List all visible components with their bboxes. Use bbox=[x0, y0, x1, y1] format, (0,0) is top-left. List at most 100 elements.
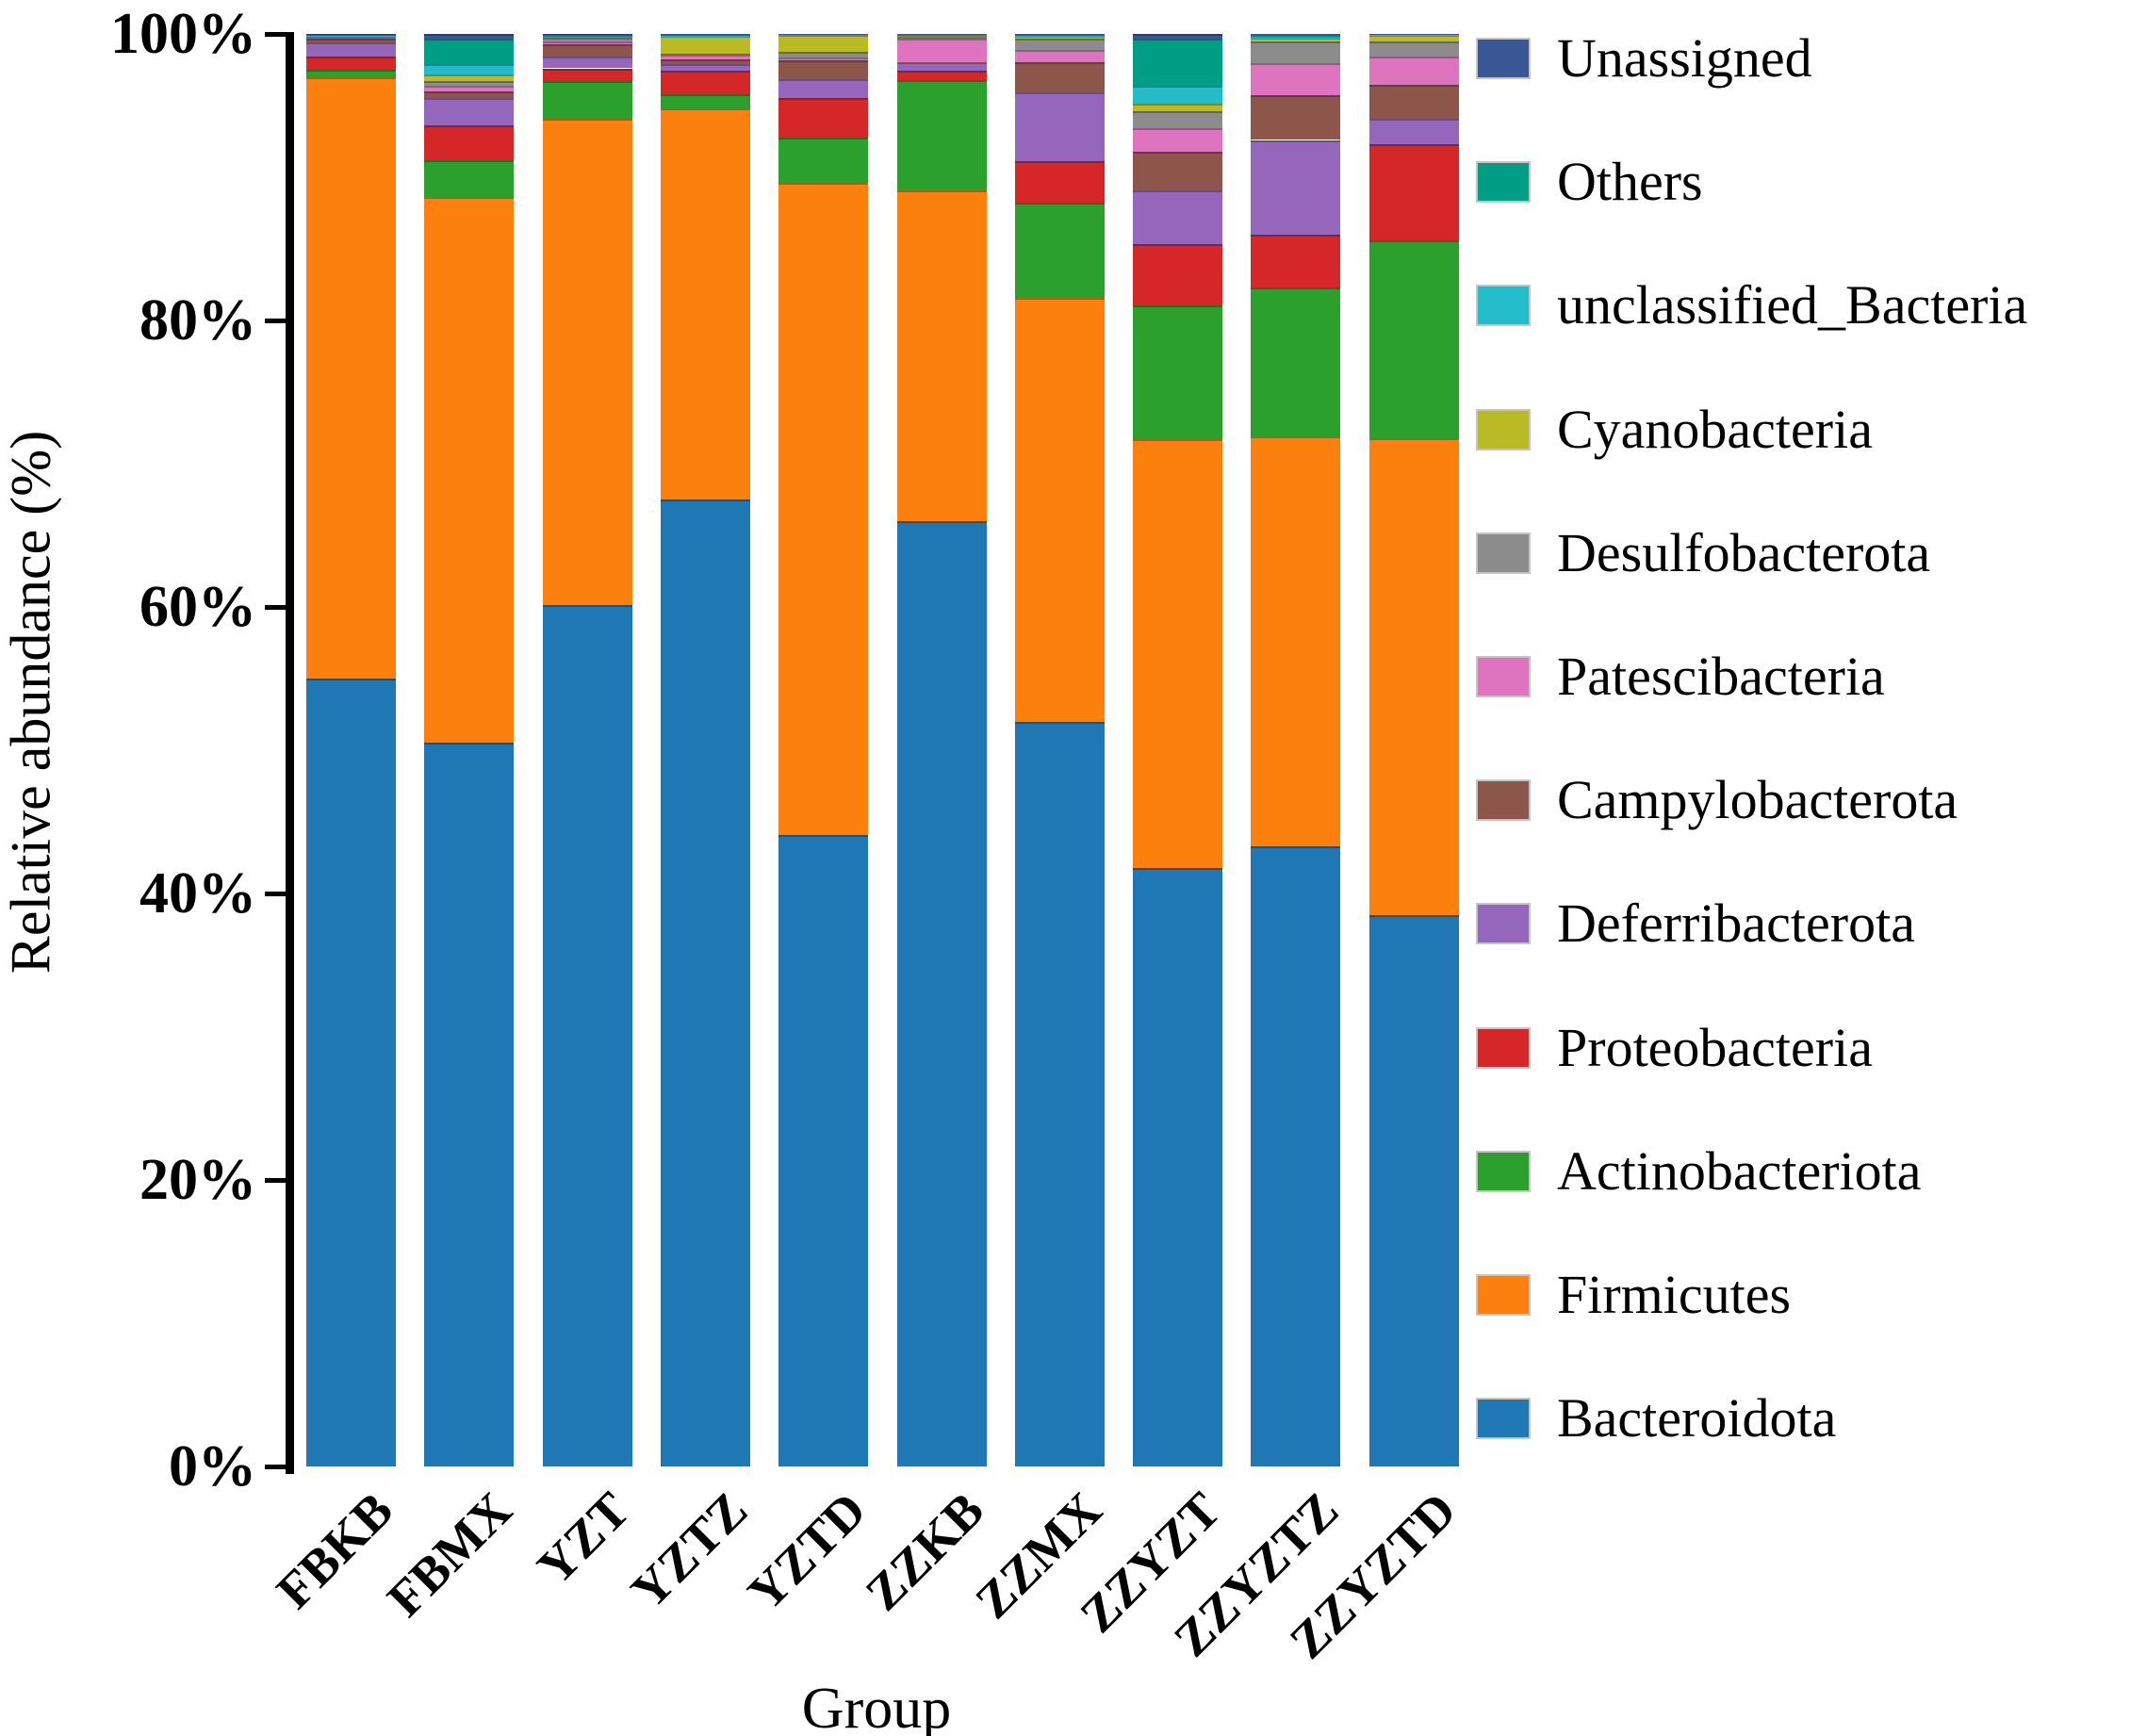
bar-segment bbox=[778, 834, 869, 1466]
bar-segment bbox=[1014, 721, 1105, 1466]
bar-segment bbox=[1368, 84, 1459, 120]
legend-label: Bacteroidota bbox=[1557, 1387, 1837, 1449]
bar-segment bbox=[306, 57, 396, 70]
x-axis-title: Group bbox=[801, 1677, 952, 1736]
legend-swatch bbox=[1476, 656, 1531, 697]
legend-label: Others bbox=[1557, 151, 1703, 213]
stacked-bar bbox=[1133, 34, 1223, 1466]
bar-segment bbox=[1251, 436, 1341, 846]
x-tick-label: YZTD bbox=[736, 1481, 877, 1622]
bar-segment bbox=[660, 36, 750, 54]
legend-swatch bbox=[1476, 38, 1531, 79]
bar-segment bbox=[778, 52, 869, 58]
bar-segment bbox=[1368, 914, 1459, 1466]
bar-segment bbox=[306, 35, 396, 38]
bar-segment bbox=[542, 41, 632, 44]
bar-segment bbox=[1251, 34, 1341, 38]
legend-label: Patescibacteria bbox=[1557, 646, 1885, 707]
bar-segment bbox=[542, 37, 632, 41]
bar-segment bbox=[1251, 845, 1341, 1466]
stacked-bar bbox=[306, 34, 396, 1466]
legend-swatch bbox=[1476, 285, 1531, 327]
bar-segment bbox=[1368, 41, 1459, 57]
y-tick-mark bbox=[265, 604, 286, 610]
bar-segment bbox=[1133, 189, 1223, 244]
stacked-bar bbox=[660, 34, 750, 1466]
bar-segment bbox=[778, 57, 869, 61]
legend-swatch bbox=[1476, 1150, 1531, 1192]
bar-segment bbox=[424, 125, 515, 160]
legend-label: Unassigned bbox=[1557, 27, 1812, 89]
bar-segment bbox=[542, 68, 632, 82]
bar-segment bbox=[660, 93, 750, 109]
legend-label: Firmicutes bbox=[1557, 1264, 1792, 1325]
bar-segment bbox=[542, 57, 632, 69]
bar-segment bbox=[542, 118, 632, 606]
x-tick-label: FBMX bbox=[376, 1481, 523, 1628]
x-tick-label: FBKB bbox=[266, 1481, 404, 1620]
bar-segment bbox=[424, 197, 515, 744]
bar-segment bbox=[424, 159, 515, 198]
bar-segment bbox=[1133, 111, 1223, 128]
bar-segment bbox=[1251, 37, 1341, 42]
bar-segment bbox=[1251, 287, 1341, 437]
bar-segment bbox=[424, 74, 515, 82]
bar-segment bbox=[1368, 239, 1459, 438]
legend-swatch bbox=[1476, 1274, 1531, 1316]
bar-segment bbox=[1014, 34, 1105, 36]
bar-segment bbox=[306, 42, 396, 57]
bar-segment bbox=[660, 63, 750, 71]
bar-segment bbox=[306, 76, 396, 679]
stacked-bar bbox=[1014, 34, 1105, 1466]
y-tick-label: 60% bbox=[139, 575, 256, 639]
bar-segment bbox=[1133, 103, 1223, 112]
bar-segment bbox=[896, 38, 987, 62]
stacked-bar bbox=[896, 34, 987, 1466]
bar-segment bbox=[778, 60, 869, 79]
bar-segment bbox=[306, 70, 396, 77]
bar-segment bbox=[1133, 305, 1223, 440]
bar-segment bbox=[1133, 867, 1223, 1466]
bar-segment bbox=[424, 34, 515, 39]
y-axis-line bbox=[286, 32, 294, 1474]
y-tick-label: 80% bbox=[139, 288, 256, 352]
legend-label: Deferribacterota bbox=[1557, 893, 1915, 955]
y-tick-mark bbox=[265, 318, 286, 323]
bar-segment bbox=[660, 53, 750, 56]
bar-segment bbox=[896, 520, 987, 1466]
bar-segment bbox=[306, 37, 396, 39]
x-tick-label: ZZKB bbox=[854, 1481, 995, 1622]
legend-swatch bbox=[1476, 1398, 1531, 1440]
legend-swatch bbox=[1476, 903, 1531, 945]
bar-segment bbox=[542, 34, 632, 35]
stacked-bar bbox=[1368, 34, 1459, 1466]
legend-label: Cyanobacteria bbox=[1557, 398, 1873, 460]
legend-label: Campylobacterota bbox=[1557, 769, 1958, 831]
bar-segment bbox=[1014, 62, 1105, 92]
bar-segment bbox=[778, 138, 869, 184]
y-tick-mark bbox=[265, 1177, 286, 1183]
bar-segment bbox=[896, 70, 987, 80]
bar-segment bbox=[1133, 39, 1223, 86]
bar-segment bbox=[660, 70, 750, 94]
bar-segment bbox=[778, 34, 869, 52]
bar-segment bbox=[1368, 119, 1459, 145]
legend-label: unclassified_Bacteria bbox=[1557, 274, 2028, 336]
bar-segment bbox=[1368, 437, 1459, 915]
bar-segment bbox=[1133, 439, 1223, 868]
bar-segment bbox=[424, 81, 515, 86]
stacked-bar bbox=[1251, 34, 1341, 1466]
bar-segment bbox=[1133, 34, 1223, 40]
stacked-bar bbox=[424, 34, 515, 1466]
y-tick-label: 0% bbox=[169, 1434, 256, 1499]
bar-segment bbox=[778, 78, 869, 98]
bar-segment bbox=[1251, 95, 1341, 140]
bar-segment bbox=[896, 79, 987, 190]
bar-segment bbox=[1251, 63, 1341, 96]
bar-segment bbox=[896, 35, 987, 38]
stacked-bar bbox=[778, 34, 869, 1466]
legend-swatch bbox=[1476, 408, 1531, 450]
y-tick-mark bbox=[265, 31, 286, 37]
legend-swatch bbox=[1476, 532, 1531, 574]
bar-segment bbox=[660, 34, 750, 36]
